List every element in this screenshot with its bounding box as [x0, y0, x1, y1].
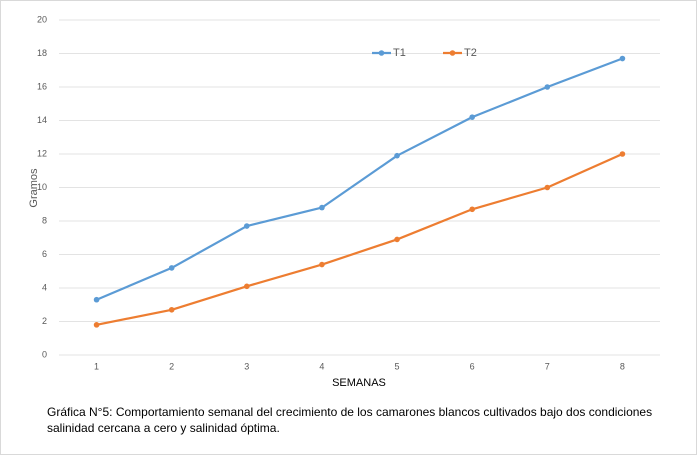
- data-point: [168, 306, 175, 313]
- x-tick-label: 2: [169, 361, 174, 371]
- legend-label: T1: [393, 47, 406, 59]
- y-axis-label: Gramos: [28, 168, 40, 208]
- data-point: [93, 296, 100, 303]
- y-tick-label: 8: [42, 215, 47, 225]
- data-point: [469, 114, 475, 120]
- data-point: [394, 152, 400, 159]
- data-point: [619, 55, 626, 62]
- y-tick-label: 2: [42, 316, 47, 326]
- caption-line: salinidad cercana a cero y salinidad ópt…: [47, 421, 280, 435]
- series-line: [96, 152, 623, 326]
- data-point: [244, 223, 250, 229]
- data-point: [244, 283, 250, 290]
- x-tick-label: 7: [545, 361, 550, 371]
- data-point: [544, 184, 551, 191]
- x-tick-label: 6: [470, 361, 475, 371]
- y-tick-label: 16: [37, 81, 47, 91]
- y-tick-label: 14: [37, 115, 47, 125]
- y-tick-label: 20: [37, 14, 47, 24]
- y-tick-label: 6: [42, 249, 47, 259]
- legend-marker: [378, 50, 385, 56]
- data-point: [319, 261, 325, 268]
- y-tick-label: 10: [37, 182, 47, 192]
- data-point: [544, 84, 551, 90]
- x-tick-label: 3: [244, 361, 249, 371]
- y-tick-label: 18: [37, 48, 47, 58]
- x-tick-label: 1: [94, 361, 99, 371]
- data-point: [168, 265, 175, 271]
- data-point: [619, 151, 626, 157]
- legend-label: T2: [464, 47, 477, 59]
- series-line: [96, 57, 623, 301]
- x-tick-label: 8: [620, 361, 625, 371]
- y-tick-label: 12: [37, 148, 47, 158]
- x-tick-label: 5: [395, 361, 400, 371]
- caption-line: Gráfica N°5: Comportamiento semanal del …: [47, 405, 652, 419]
- data-point: [469, 206, 475, 213]
- y-tick-label: 0: [42, 349, 47, 359]
- x-axis-label: SEMANAS: [332, 377, 386, 389]
- y-tick-label: 4: [42, 282, 47, 292]
- data-point: [319, 204, 325, 211]
- data-point: [394, 236, 400, 243]
- legend-marker: [449, 50, 456, 56]
- x-tick-label: 4: [319, 361, 324, 371]
- data-point: [93, 322, 100, 328]
